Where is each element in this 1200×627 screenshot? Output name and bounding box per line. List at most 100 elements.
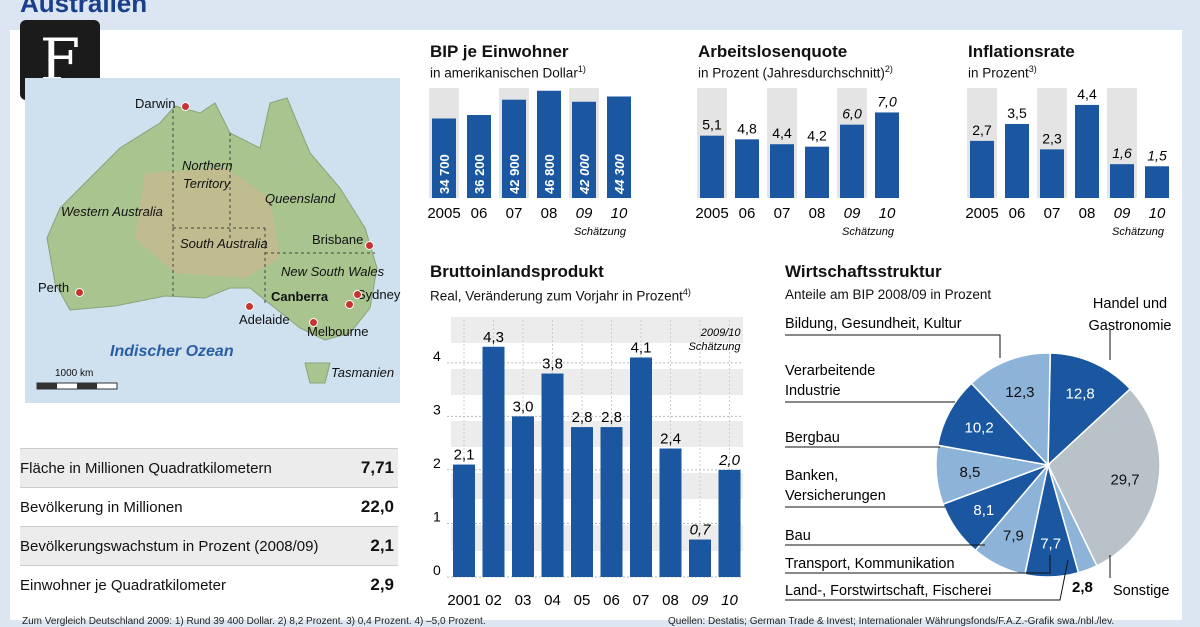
city-dot-darwin [181, 102, 190, 111]
y-tick-label: 2 [433, 455, 441, 471]
pie-label-verarbeitend: Industrie [785, 383, 841, 399]
bar-value-label: 44 300 [612, 153, 627, 195]
facts-table: Fläche in Millionen Quadratkilometern 7,7… [20, 448, 398, 604]
x-tick-label: 06 [1009, 205, 1026, 222]
bar [840, 124, 864, 198]
pie-value-label: 2,8 [1072, 579, 1093, 596]
bar-value-label: 4,8 [737, 120, 757, 136]
chart-title-bip: BIP je Einwohner [430, 42, 569, 61]
bar-value-label: 3,0 [513, 398, 534, 415]
pie-value-label: 12,3 [1005, 384, 1034, 401]
pie-value-label: 29,7 [1110, 472, 1139, 489]
x-tick-label: 02 [485, 592, 502, 609]
fact-row: Bevölkerungswachstum in Prozent (2008/09… [20, 526, 398, 565]
x-tick-label: 06 [739, 205, 756, 222]
map-label-territory: Territory [183, 176, 231, 191]
bar [700, 135, 724, 198]
bar [805, 146, 829, 198]
bar [689, 539, 711, 577]
pie-label-handel: Handel und [1093, 296, 1167, 312]
x-tick-label: 10 [721, 592, 738, 609]
bar-value-label: 4,3 [483, 329, 504, 346]
chart-subtitle-inflation: in Prozent3) [968, 64, 1037, 81]
x-tick-label: 07 [774, 205, 791, 222]
chart-title-inflation: Inflationsrate [968, 42, 1075, 61]
bar-value-label: 1,5 [1147, 147, 1167, 163]
bar [432, 118, 456, 198]
map-label-south-australia: South Australia [180, 236, 268, 251]
map-label-queensland: Queensland [265, 191, 336, 206]
fact-value: 2,9 [370, 575, 394, 594]
bar-value-label: 36 200 [472, 154, 487, 194]
chart-title-gdp: Bruttoinlandsprodukt [430, 262, 604, 281]
x-tick-label: 03 [515, 592, 532, 609]
bar [502, 99, 526, 198]
bar-value-label: 2,8 [572, 409, 593, 426]
scale-bar [36, 382, 118, 390]
chart-gdp-svg: 0 1 2 3 4 2,1 2001 4,3 02 3,0 03 3,8 04 2,8 05 2,8 06 4,1… [433, 317, 743, 609]
x-tick-label: 09 [844, 205, 861, 222]
x-tick-label: 06 [603, 592, 620, 609]
bar-value-label: 6,0 [842, 106, 862, 122]
map-label-darwin: Darwin [135, 96, 176, 111]
australia-map: Darwin Northern Territory Queensland Wes… [25, 78, 400, 403]
chart-structure-svg: 12,8 29,7 7,7 7,9 8,1 8,5 10,2 12,3 2,8 Handel un… [785, 296, 1172, 601]
footer-notes: Zum Vergleich Deutschland 2009: 1) Rund … [22, 616, 486, 627]
bar [572, 101, 596, 198]
bar-value-label: 0,7 [690, 522, 712, 539]
bar-value-label: 3,8 [542, 356, 563, 373]
bar-value-label: 34 700 [437, 154, 452, 194]
bar [512, 416, 534, 577]
x-tick-label: 10 [1149, 205, 1166, 222]
pie-label-bau: Bau [785, 528, 811, 544]
map-label-western-australia: Western Australia [61, 204, 163, 219]
fact-row: Fläche in Millionen Quadratkilometern 7,7… [20, 448, 398, 487]
bar [537, 90, 561, 198]
x-tick-label: 07 [1044, 205, 1061, 222]
bar [571, 427, 593, 577]
x-tick-label: 10 [879, 205, 896, 222]
bar [1145, 166, 1169, 198]
fact-label: Bevölkerungswachstum in Prozent (2008/09… [20, 537, 319, 555]
chart-arbeitslos-svg: 5,1 2005 4,8 06 4,4 07 4,2 08 6,0 09 7,0 10 Schätzun… [695, 88, 899, 238]
pie-value-label: 8,5 [959, 464, 980, 481]
map-label-ocean: Indischer Ozean [110, 343, 234, 360]
pie-slice [1047, 352, 1132, 467]
y-tick-label: 3 [433, 401, 441, 417]
bar [1005, 123, 1029, 198]
chart-bip-svg: 34 700 2005 36 200 06 42 900 07 46 800 08 42 000… [427, 88, 631, 238]
city-dot-melbourne [309, 318, 318, 327]
pie-slice [936, 382, 1051, 467]
estimate-label-period: 2009/10 [700, 327, 742, 339]
chart-title-arbeitslos: Arbeitslosenquote [698, 42, 848, 61]
bar [541, 373, 564, 577]
bar-value-label: 5,1 [702, 117, 722, 133]
x-tick-label: 06 [471, 205, 488, 222]
map-label-perth: Perth [38, 280, 70, 295]
bar [875, 112, 899, 198]
pie-label-handel: Gastronomie [1088, 318, 1171, 334]
grid-band [451, 317, 743, 343]
bar-value-label: 4,4 [772, 125, 792, 141]
bar-value-label: 4,2 [807, 128, 827, 144]
x-tick-label: 08 [1079, 205, 1096, 222]
estimate-label: Schätzung [574, 226, 627, 238]
bar [630, 357, 652, 577]
pie-label-verarbeitend: Verarbeitende [785, 363, 875, 379]
map-label-canberra: Canberra [271, 289, 329, 304]
bar-value-label: 42 000 [577, 153, 592, 195]
x-tick-label: 09 [692, 592, 709, 609]
city-dot-sydney [353, 290, 362, 299]
x-tick-label: 09 [576, 205, 593, 222]
map-label-brisbane: Brisbane [312, 232, 364, 247]
estimate-label-text: Schätzung [689, 341, 742, 353]
map-label-sydney: Sydney [357, 287, 401, 302]
bar-value-label: 2,4 [660, 431, 681, 448]
state-borders [172, 110, 375, 303]
x-tick-label: 2005 [965, 205, 998, 222]
fact-label: Bevölkerung in Millionen [20, 498, 183, 516]
fact-label: Einwohner je Quadratkilometer [20, 576, 226, 594]
city-dot-brisbane [365, 241, 374, 250]
bar [718, 469, 741, 577]
chart-subtitle-bip: in amerikanischen Dollar1) [430, 64, 586, 81]
